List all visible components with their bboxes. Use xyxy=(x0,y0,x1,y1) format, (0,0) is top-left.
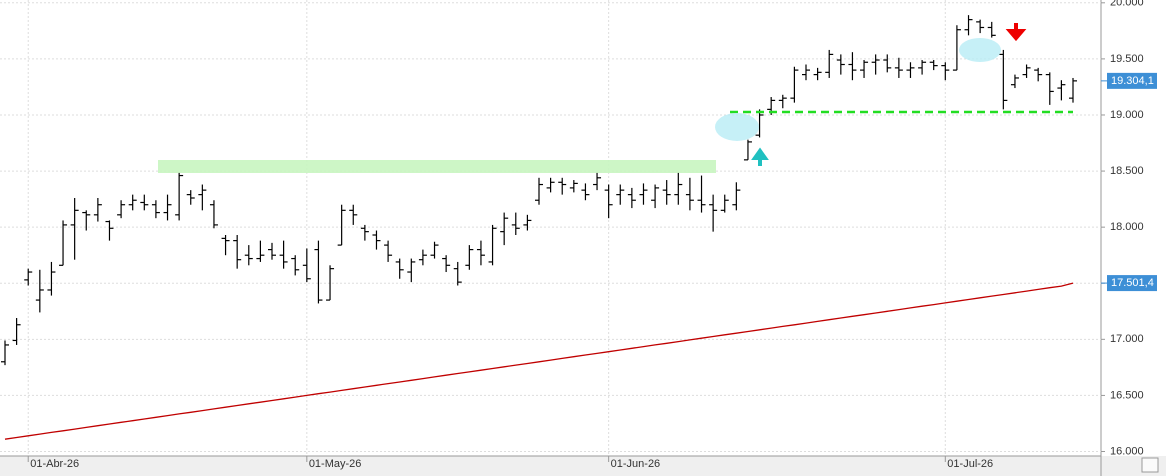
price-label-box xyxy=(1107,275,1157,292)
x-tick-label: 01-Abr-26 xyxy=(30,458,79,470)
y-tick-label: 20.000 xyxy=(1110,0,1144,9)
x-tick-label: 01-Jul-26 xyxy=(947,458,993,470)
y-tick-label: 17.000 xyxy=(1110,333,1144,345)
y-tick-label: 19.500 xyxy=(1110,53,1144,65)
highlight-ellipse xyxy=(715,113,759,141)
price-label: 19.304,1 xyxy=(1111,75,1154,87)
price-label-box xyxy=(1107,72,1157,89)
highlight-ellipse xyxy=(959,38,1001,62)
down-arrow xyxy=(1005,23,1027,42)
up-arrow xyxy=(751,147,769,166)
y-tick-label: 16.000 xyxy=(1110,445,1144,457)
y-tick-label: 18.500 xyxy=(1110,165,1144,177)
x-axis-strip xyxy=(0,456,1166,476)
y-tick-label: 19.000 xyxy=(1110,109,1144,121)
x-tick-label: 01-May-26 xyxy=(309,458,362,470)
resistance-band xyxy=(158,160,716,173)
moving-average-line xyxy=(4,282,1074,440)
scroll-button[interactable] xyxy=(1141,457,1159,473)
y-tick-label: 16.500 xyxy=(1110,389,1144,401)
plot-area xyxy=(0,0,1101,456)
x-tick-label: 01-Jun-26 xyxy=(611,458,661,470)
price-label: 17.501,4 xyxy=(1111,277,1154,289)
y-tick-label: 18.000 xyxy=(1110,221,1144,233)
